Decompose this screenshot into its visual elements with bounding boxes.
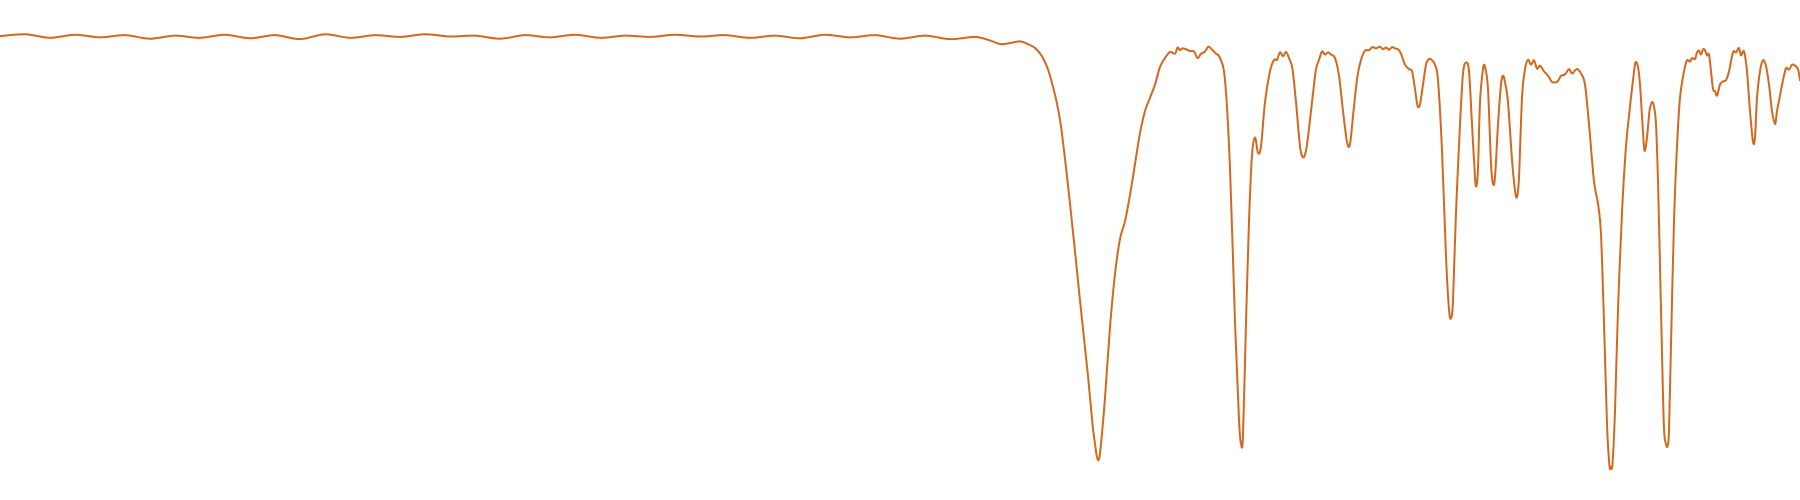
series-layer	[0, 33, 1800, 471]
spectrum-line	[0, 33, 1800, 471]
